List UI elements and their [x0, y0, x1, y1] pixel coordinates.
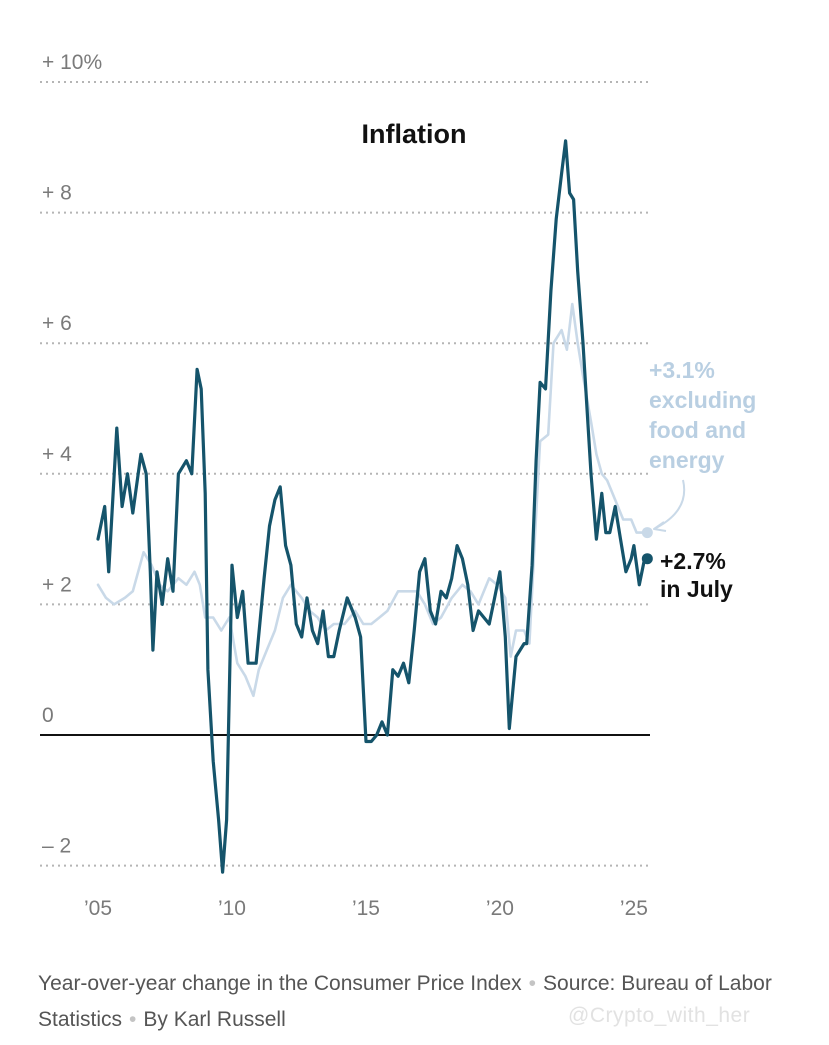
footer-separator: •	[129, 1008, 137, 1031]
chart-title: Inflation	[362, 119, 467, 149]
x-tick-label: ’10	[218, 897, 246, 920]
x-tick-label: ’25	[620, 897, 648, 920]
core-annotation-line: excluding	[649, 387, 756, 413]
core-annotation-line: +3.1%	[649, 357, 715, 383]
inflation-chart: + 10% + 8 + 6 + 4 + 2 0 – 2 ’05 ’10 ’15 ’20 ’25 In…	[40, 51, 756, 920]
series-line-core	[96, 302, 646, 698]
x-tick-label: ’20	[486, 897, 514, 920]
y-axis-ticks: + 10% + 8 + 6 + 4 + 2 0 – 2	[42, 51, 102, 858]
headline-annotation-line: +2.7%	[660, 548, 726, 574]
footer-byline: By Karl Russell	[143, 1008, 286, 1031]
core-annotation-arrow	[655, 479, 686, 529]
series-lines	[96, 139, 647, 874]
series-line-headline	[96, 139, 647, 874]
y-tick-label: + 6	[42, 312, 72, 335]
headline-annotation-line: in July	[660, 576, 733, 602]
headline-end-marker	[641, 553, 653, 565]
y-tick-label: + 2	[42, 573, 72, 596]
y-tick-label: + 8	[42, 182, 72, 205]
watermark: @Crypto_with_her	[568, 1004, 751, 1027]
footer-source: Source: Bureau of Labor Statistics	[38, 972, 772, 1031]
y-tick-label: + 10%	[42, 51, 102, 74]
x-axis-ticks: ’05 ’10 ’15 ’20 ’25	[84, 897, 648, 920]
y-tick-label: 0	[42, 704, 54, 727]
core-end-marker	[641, 527, 653, 539]
x-tick-label: ’15	[352, 897, 380, 920]
core-annotation-arrowhead	[653, 521, 667, 532]
core-annotation-line: energy	[649, 447, 725, 473]
core-annotation-line: food and	[649, 417, 746, 443]
annotations: +3.1% excluding food and energy +2.7%in July	[641, 357, 756, 602]
x-tick-label: ’05	[84, 897, 112, 920]
y-tick-label: + 4	[42, 443, 72, 466]
y-tick-label: – 2	[42, 835, 71, 858]
gridlines	[40, 81, 650, 867]
footer-caption: Year-over-year change in the Consumer Pr…	[38, 972, 522, 995]
footer-separator: •	[528, 972, 537, 995]
chart-footer: Year-over-year change in the Consumer Pr…	[38, 966, 798, 1038]
